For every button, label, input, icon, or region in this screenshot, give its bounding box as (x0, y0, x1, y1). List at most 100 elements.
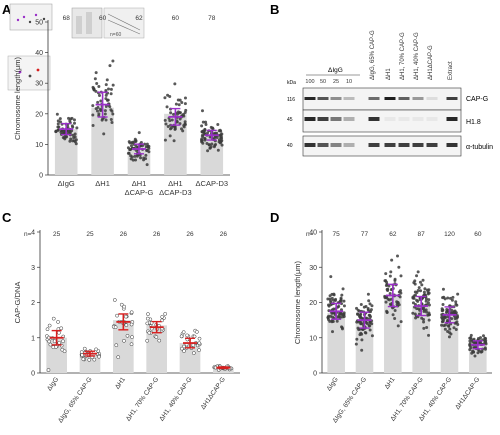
y-tick-label: 0 (31, 371, 35, 378)
data-point (370, 334, 374, 338)
data-point (393, 277, 397, 281)
data-point (163, 96, 167, 100)
data-point (109, 92, 113, 96)
data-point (96, 100, 100, 104)
data-point (124, 323, 129, 327)
data-point (354, 342, 358, 346)
data-point (210, 142, 214, 146)
data-point (63, 137, 67, 141)
data-point (399, 289, 403, 293)
data-point (201, 120, 205, 124)
data-point (55, 112, 59, 116)
data-point (450, 309, 454, 313)
inset-dot (28, 74, 32, 78)
data-point (105, 78, 109, 82)
data-point (339, 299, 343, 303)
data-point (142, 156, 146, 160)
data-point (116, 355, 121, 360)
data-point (478, 336, 482, 340)
data-point (178, 122, 182, 126)
bar (146, 325, 167, 373)
data-point (364, 321, 368, 325)
data-point (399, 320, 403, 324)
data-point (393, 309, 397, 313)
data-point (109, 117, 113, 121)
data-point (203, 127, 207, 131)
data-point (220, 132, 224, 136)
data-point (342, 313, 346, 317)
data-point (393, 316, 397, 320)
data-point (109, 87, 113, 91)
data-point (399, 291, 403, 295)
data-point (176, 112, 180, 116)
data-point (469, 333, 473, 337)
data-point (71, 125, 75, 129)
data-point (329, 314, 333, 318)
y-tick-label: 0 (39, 173, 43, 180)
data-point (45, 327, 50, 332)
data-point (388, 274, 392, 278)
data-point (70, 116, 74, 120)
data-point (422, 326, 426, 330)
y-tick-label: 10 (35, 142, 43, 149)
y-tick-label: 50 (35, 20, 43, 27)
data-point (122, 338, 126, 343)
data-point (451, 295, 455, 299)
n-prefix: n= (24, 231, 32, 238)
data-point (417, 312, 421, 316)
data-point (181, 330, 186, 335)
data-point (163, 312, 168, 316)
data-point (388, 302, 392, 306)
data-point (366, 307, 370, 311)
data-point (454, 311, 458, 315)
data-point (71, 133, 75, 137)
inset-frame (9, 3, 53, 31)
data-point (73, 121, 77, 125)
data-point (200, 109, 204, 113)
data-point (157, 338, 162, 343)
data-point (119, 302, 124, 307)
data-point (99, 109, 103, 113)
data-point (390, 258, 394, 262)
data-point (326, 297, 330, 301)
data-point (145, 142, 149, 146)
n-value: 26 (153, 231, 161, 238)
data-point (446, 324, 450, 328)
data-point (420, 283, 424, 287)
data-point (56, 320, 60, 324)
x-tick-label: ΔCAP-D3 (159, 188, 192, 197)
data-point (206, 131, 210, 135)
data-point (147, 330, 152, 335)
data-point (337, 304, 341, 308)
data-point (454, 300, 458, 304)
data-point (441, 302, 445, 306)
band-tubulin (304, 143, 316, 147)
data-point (134, 158, 138, 162)
data-point (168, 119, 172, 123)
mw-marker-45: 45 (287, 117, 293, 123)
band-tubulin (330, 143, 342, 147)
data-point (129, 342, 134, 347)
n-value: 60 (172, 15, 180, 22)
y-axis-label: CAP-G/DNA (13, 282, 22, 324)
data-point (420, 316, 424, 320)
inset-dot (36, 68, 40, 72)
x-tick-label: ΔH1ΔCAP-G (200, 376, 227, 411)
data-point (104, 93, 108, 97)
data-point (328, 297, 332, 301)
data-point (95, 109, 99, 113)
data-point (415, 274, 419, 278)
data-point (470, 351, 474, 355)
dilution-labels: 100 50 25 10 (305, 79, 352, 85)
data-point (128, 141, 132, 145)
data-point (216, 148, 220, 152)
band-h18 (304, 117, 316, 121)
data-point (367, 313, 371, 317)
data-point (57, 330, 61, 335)
y-tick-label: 3 (31, 265, 35, 272)
data-point (92, 357, 97, 362)
data-point (456, 323, 460, 327)
data-point (200, 124, 204, 128)
